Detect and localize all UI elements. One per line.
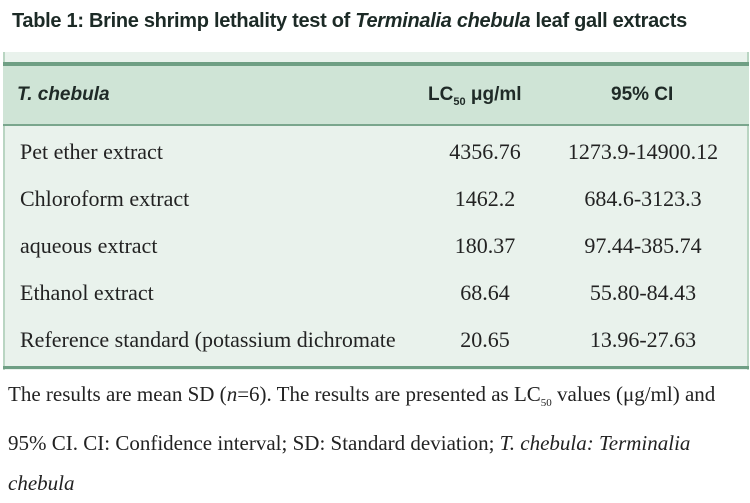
header-lc: LC50 μg/ml (428, 84, 522, 108)
foot-text: The results are mean SD ( (8, 382, 227, 406)
cell: 13.96-27.63 (589, 327, 697, 352)
foot-text: =6). The results are presented as LC (237, 382, 541, 406)
title-tail: leaf gall extracts (530, 10, 688, 32)
rule (3, 62, 749, 66)
header-name: T. chebula (17, 84, 110, 106)
row-label: aqueous extract (20, 233, 158, 258)
foot-abbr: T. chebula: Terminalia chebula (8, 431, 691, 496)
header-lc-unit: μg/ml (465, 84, 522, 105)
table-title: Table 1: Brine shrimp lethality test of … (12, 10, 742, 33)
foot-sub: 50 (540, 397, 552, 410)
title-lead: Table 1: Brine shrimp lethality test of (12, 10, 356, 32)
cell: 55.80-84.43 (589, 280, 697, 305)
header-lc-sub: 50 (453, 95, 466, 108)
foot-text: values (μg/ml) and 95% CI. CI: Confidenc… (8, 382, 716, 456)
cell: 4356.76 (449, 139, 521, 164)
cell: 68.64 (460, 280, 510, 305)
title-species: Terminalia chebula (355, 10, 531, 32)
table-row: aqueous extract 180.37 97.44-385.74 (3, 222, 749, 269)
foot-n: n (226, 382, 238, 406)
footnote: The results are mean SD (n=6). The resul… (8, 374, 743, 503)
table-row: Chloroform extract 1462.2 684.6-3123.3 (3, 175, 749, 222)
table-body: Pet ether extract 4356.76 1273.9-14900.12 C… (3, 128, 749, 363)
header-lc-text: LC (428, 84, 454, 105)
cell: 1273.9-14900.12 (567, 139, 719, 164)
row-label: Pet ether extract (20, 139, 163, 164)
cell: 684.6-3123.3 (584, 186, 702, 211)
table-row: Pet ether extract 4356.76 1273.9-14900.12 (3, 128, 749, 175)
cell: 1462.2 (454, 186, 516, 211)
row-label: Chloroform extract (20, 186, 190, 211)
header-name-text: T. chebula (17, 84, 110, 105)
cell: 97.44-385.74 (584, 233, 702, 258)
table-row: Ethanol extract 68.64 55.80-84.43 (3, 269, 749, 316)
table-row: Reference standard (potassium dichromate… (3, 316, 749, 363)
rule (3, 366, 749, 369)
cell: 180.37 (454, 233, 516, 258)
cell: 20.65 (460, 327, 510, 352)
header-ci: 95% CI (611, 84, 674, 105)
row-label: Reference standard (potassium dichromate (20, 327, 396, 352)
table-header: T. chebula LC50 μg/ml 95% CI (3, 66, 749, 126)
row-label: Ethanol extract (20, 280, 154, 305)
